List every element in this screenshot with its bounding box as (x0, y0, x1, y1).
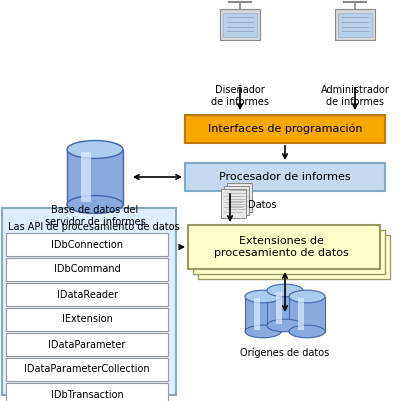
Text: IDbCommand: IDbCommand (54, 265, 120, 275)
Text: Procesador de informes: Procesador de informes (219, 172, 351, 182)
Text: Extensiones de
procesamiento de datos: Extensiones de procesamiento de datos (214, 236, 348, 258)
FancyBboxPatch shape (6, 358, 168, 381)
FancyBboxPatch shape (338, 13, 372, 37)
Ellipse shape (245, 325, 281, 338)
FancyBboxPatch shape (221, 189, 246, 218)
Text: Orígenes de datos: Orígenes de datos (240, 348, 330, 358)
Polygon shape (81, 152, 91, 202)
FancyBboxPatch shape (198, 235, 390, 279)
FancyBboxPatch shape (185, 163, 385, 191)
Text: Datos: Datos (248, 200, 276, 210)
Text: Interfaces de programación: Interfaces de programación (208, 124, 362, 134)
Ellipse shape (67, 140, 123, 158)
Polygon shape (289, 296, 325, 332)
FancyBboxPatch shape (193, 230, 385, 274)
FancyBboxPatch shape (223, 13, 257, 37)
Ellipse shape (67, 196, 123, 213)
FancyBboxPatch shape (188, 225, 380, 269)
Ellipse shape (245, 290, 281, 303)
Text: IDataParameterCollection: IDataParameterCollection (24, 365, 150, 375)
Polygon shape (67, 150, 123, 205)
Text: Diseñador
de informes: Diseñador de informes (211, 85, 269, 107)
Text: IDataParameter: IDataParameter (48, 340, 126, 350)
FancyBboxPatch shape (335, 9, 375, 40)
FancyBboxPatch shape (2, 208, 176, 395)
FancyBboxPatch shape (6, 333, 168, 356)
Text: IExtension: IExtension (61, 314, 112, 324)
FancyBboxPatch shape (6, 283, 168, 306)
FancyBboxPatch shape (227, 183, 252, 212)
Ellipse shape (267, 319, 303, 332)
Polygon shape (254, 298, 260, 330)
Text: IDbTransaction: IDbTransaction (50, 389, 123, 399)
FancyBboxPatch shape (6, 233, 168, 256)
Polygon shape (276, 292, 282, 324)
FancyBboxPatch shape (6, 383, 168, 401)
Polygon shape (267, 290, 303, 326)
Text: IDataReader: IDataReader (57, 290, 118, 300)
FancyBboxPatch shape (6, 308, 168, 331)
Text: Base de datos del
servidor de informes: Base de datos del servidor de informes (44, 205, 145, 227)
FancyBboxPatch shape (6, 258, 168, 281)
FancyBboxPatch shape (185, 115, 385, 143)
Text: Administrador
de informes: Administrador de informes (320, 85, 389, 107)
Ellipse shape (289, 290, 325, 303)
Text: IDbConnection: IDbConnection (51, 239, 123, 249)
FancyBboxPatch shape (220, 9, 260, 40)
Polygon shape (245, 296, 281, 332)
Polygon shape (298, 298, 304, 330)
FancyBboxPatch shape (224, 186, 249, 215)
Text: Las API de procesamiento de datos: Las API de procesamiento de datos (8, 222, 180, 232)
Ellipse shape (289, 325, 325, 338)
Ellipse shape (267, 284, 303, 297)
